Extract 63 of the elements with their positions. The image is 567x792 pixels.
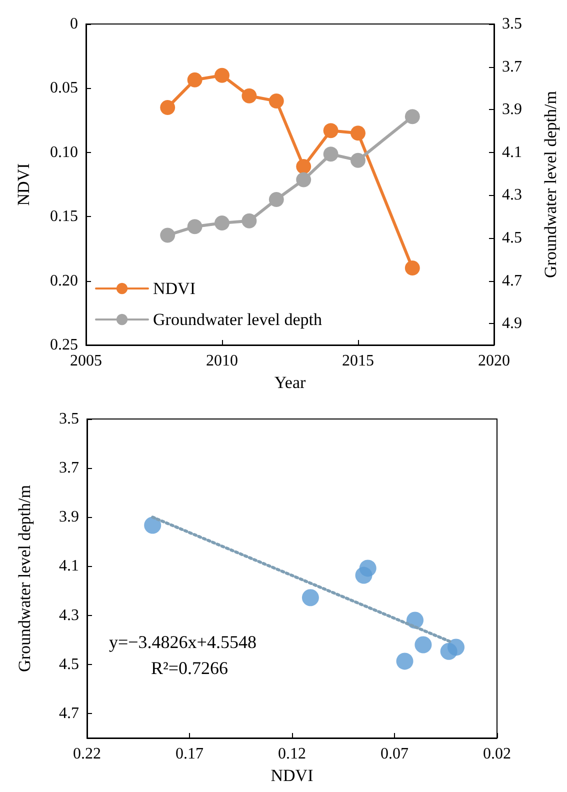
point xyxy=(448,638,464,656)
point xyxy=(187,219,202,234)
y2-axis-title: Groundwater level depth/m xyxy=(541,91,560,278)
x-tick-label: 0.17 xyxy=(176,746,204,762)
x-axis-title: NDVI xyxy=(270,766,314,785)
y2-tick-label: 3.5 xyxy=(502,16,522,32)
y2-tick-label: 3.9 xyxy=(502,101,522,118)
point xyxy=(268,192,284,207)
point xyxy=(302,589,319,606)
annotation: y=−3.4826x+4.5548 xyxy=(109,632,256,652)
annotation: R²=0.7266 xyxy=(151,658,228,678)
y2-tick-label: 4.1 xyxy=(502,144,522,161)
y-tick-label: 0.25 xyxy=(50,336,78,354)
point xyxy=(414,636,432,654)
point xyxy=(242,88,257,104)
y-tick-label: 0.20 xyxy=(50,272,78,290)
point xyxy=(296,159,312,174)
x-tick-label: 0.12 xyxy=(278,746,306,762)
point xyxy=(296,172,312,188)
x-tick-label: 2020 xyxy=(478,352,510,370)
y2-tick-label: 4.9 xyxy=(502,315,522,332)
x-tick-label: 2015 xyxy=(342,352,374,370)
point xyxy=(404,260,420,276)
point xyxy=(242,213,257,228)
y2-tick-label: 4.5 xyxy=(502,230,522,246)
y2-tick-label: 4.3 xyxy=(502,186,522,204)
point xyxy=(404,109,420,124)
y2-tick-label: 4.7 xyxy=(502,272,522,290)
y-tick-label: 3.7 xyxy=(59,460,79,477)
x-tick-label: 2005 xyxy=(70,352,102,370)
point xyxy=(214,68,230,83)
point xyxy=(187,72,202,88)
y-tick-label: 0.05 xyxy=(50,80,78,97)
point xyxy=(323,123,338,138)
y-axis-title: Groundwater level depth/m xyxy=(15,485,34,672)
y-tick-label: 4.5 xyxy=(59,656,79,673)
y-tick-label: 3.9 xyxy=(59,508,79,526)
x-tick-label: 0.02 xyxy=(483,746,511,762)
y-tick-label: 4.7 xyxy=(59,704,79,722)
x-tick-label: 2010 xyxy=(206,352,238,370)
y-tick-label: 4.3 xyxy=(59,606,79,624)
y-tick-label: 3.5 xyxy=(59,410,79,428)
legend-label: Groundwater level depth xyxy=(153,310,322,329)
point xyxy=(350,126,366,141)
point xyxy=(160,100,176,115)
point xyxy=(160,228,176,243)
y-tick-label: 0.15 xyxy=(50,208,78,226)
y-tick-label: 0 xyxy=(70,16,78,32)
y-tick-label: 4.1 xyxy=(59,558,79,575)
y-axis-title: NDVI xyxy=(14,162,33,206)
point xyxy=(144,516,162,534)
y2-tick-label: 3.7 xyxy=(502,58,522,76)
point xyxy=(350,152,366,168)
point xyxy=(323,146,338,162)
x-tick-label: 0.07 xyxy=(380,746,408,762)
x-axis-title: Year xyxy=(274,372,306,392)
legend-label: NDVI xyxy=(153,279,196,298)
point xyxy=(396,652,414,670)
point xyxy=(355,566,372,584)
point xyxy=(268,94,284,109)
y-tick-label: 0.10 xyxy=(50,144,78,161)
point xyxy=(214,216,230,231)
x-tick-label: 0.22 xyxy=(73,746,101,762)
